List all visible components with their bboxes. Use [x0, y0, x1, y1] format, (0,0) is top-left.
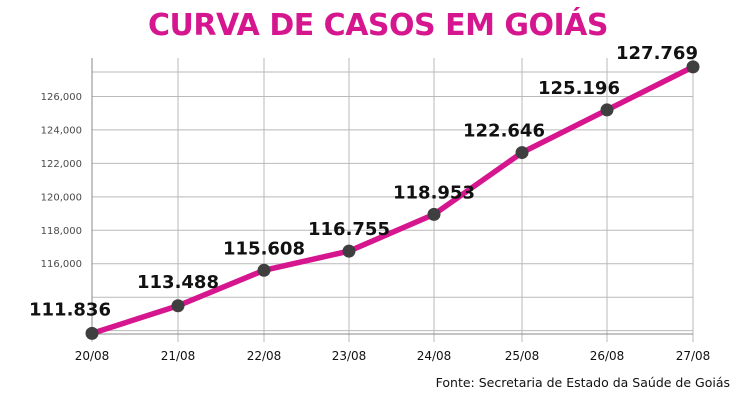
- y-axis-ticks: 116,000 118,000 120,000 122,000 124,000 126,0…: [41, 92, 82, 270]
- y-tick-label: 122,000: [41, 159, 82, 170]
- x-tick-label: 23/08: [332, 349, 367, 363]
- series-line-path: [89, 64, 696, 337]
- y-tick-label: 120,000: [41, 192, 82, 203]
- data-label: 118.953: [393, 182, 475, 203]
- y-tick-label: 118,000: [41, 226, 82, 237]
- data-point: [686, 60, 700, 74]
- x-tick-label: 24/08: [417, 349, 452, 363]
- axes: [91, 58, 693, 335]
- chart-source: Fonte: Secretaria de Estado da Saúde de …: [435, 375, 730, 390]
- data-point: [257, 263, 271, 277]
- x-tick-label: 25/08: [505, 349, 540, 363]
- data-label: 115.608: [223, 238, 305, 259]
- y-tick-label: 126,000: [41, 92, 82, 103]
- y-tick-label: 116,000: [41, 259, 82, 270]
- data-points: [85, 60, 700, 340]
- x-tick-label: 20/08: [75, 349, 110, 363]
- data-point: [85, 326, 99, 340]
- data-point: [600, 103, 614, 117]
- x-tick-label: 26/08: [590, 349, 625, 363]
- data-point: [342, 244, 356, 258]
- x-tick-label: 21/08: [161, 349, 196, 363]
- series-line: [89, 64, 696, 337]
- data-label: 127.769: [616, 43, 698, 64]
- data-label: 125.196: [538, 78, 620, 99]
- data-point: [427, 207, 441, 221]
- data-label: 111.836: [29, 299, 111, 320]
- x-axis-ticks: 20/08 21/08 22/08 23/08 24/08 25/08 26/08 27/08: [75, 349, 711, 363]
- data-point: [171, 299, 185, 313]
- data-label: 113.488: [137, 272, 219, 293]
- y-tick-label: 124,000: [41, 125, 82, 136]
- data-label: 116.755: [308, 219, 390, 240]
- chart-title: CURVA DE CASOS EM GOIÁS: [148, 8, 608, 43]
- x-tick-label: 22/08: [247, 349, 282, 363]
- data-label: 122.646: [463, 121, 545, 142]
- data-point: [515, 146, 529, 160]
- x-tick-label: 27/08: [676, 349, 711, 363]
